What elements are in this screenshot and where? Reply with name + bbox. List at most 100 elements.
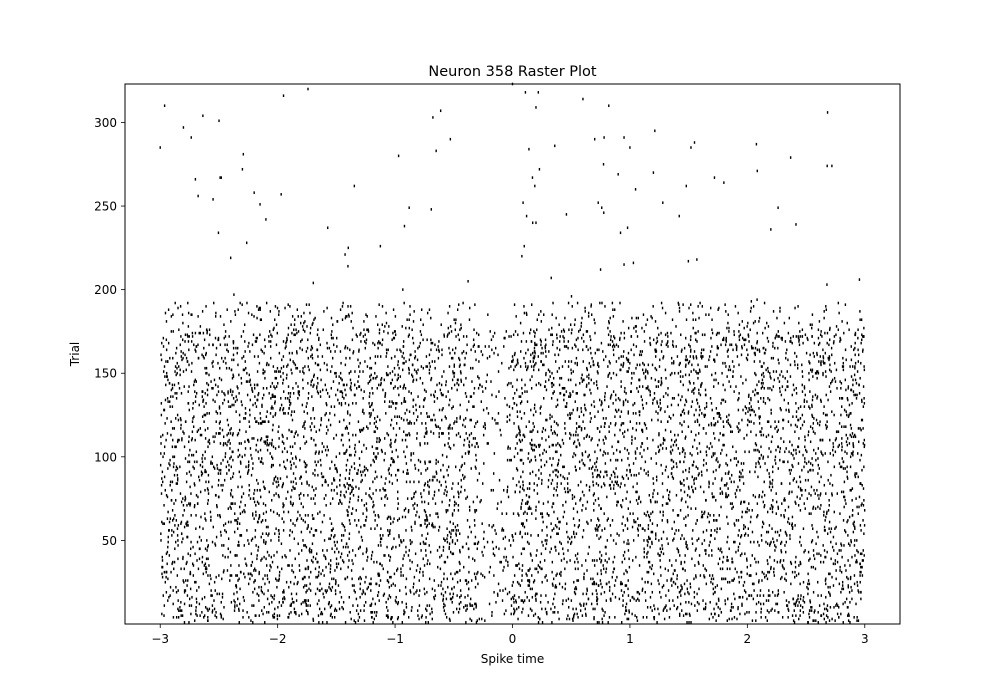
spike-marker <box>779 577 782 581</box>
spike-marker <box>791 570 794 574</box>
spike-marker <box>403 612 405 616</box>
spike-marker <box>715 468 717 472</box>
spike-marker <box>823 607 826 611</box>
spike-marker <box>640 467 642 470</box>
spike-marker <box>535 473 537 477</box>
spike-marker <box>424 462 426 465</box>
spike-marker <box>304 600 306 604</box>
spike-marker <box>762 500 765 504</box>
spike-marker <box>698 472 700 475</box>
spike-marker <box>701 542 703 546</box>
spike-marker <box>326 549 328 552</box>
spike-marker <box>590 467 593 470</box>
spike-marker <box>808 609 811 612</box>
spike-marker <box>181 438 183 442</box>
spike-marker <box>443 572 445 576</box>
spike-marker <box>671 475 674 479</box>
spike-marker <box>444 590 447 594</box>
spike-marker <box>397 502 400 505</box>
spike-marker <box>734 524 736 527</box>
spike-marker <box>600 560 602 564</box>
spike-marker <box>282 529 285 532</box>
spike-marker <box>335 455 337 459</box>
spike-marker <box>468 570 470 574</box>
spike-marker <box>840 490 843 494</box>
spike-marker <box>226 418 229 422</box>
spike-marker <box>440 584 442 587</box>
spike-marker <box>609 483 611 487</box>
spike-marker <box>675 529 677 532</box>
spike-marker <box>544 428 547 432</box>
spike-marker <box>722 420 724 424</box>
spike-marker <box>759 465 762 469</box>
spike-marker <box>856 619 858 622</box>
spike-marker <box>551 478 554 482</box>
spike-marker <box>211 609 214 612</box>
spike-marker <box>596 475 598 479</box>
spike-marker <box>788 468 791 472</box>
spike-marker <box>165 590 168 594</box>
spike-marker <box>177 539 179 542</box>
spike-marker <box>499 428 501 432</box>
spike-marker <box>343 483 345 487</box>
spike-marker <box>705 453 708 457</box>
spike-marker <box>435 512 437 515</box>
spike-marker <box>444 539 446 542</box>
spike-marker <box>779 529 782 532</box>
spike-marker <box>757 460 760 464</box>
spike-marker <box>478 617 481 621</box>
spike-marker <box>417 458 420 462</box>
spike-marker <box>838 549 840 552</box>
spike-marker <box>513 402 515 405</box>
spike-marker <box>321 483 324 487</box>
spike-marker <box>624 609 627 612</box>
spike-marker <box>429 514 431 517</box>
spike-marker <box>336 547 338 551</box>
spike-marker <box>329 537 332 541</box>
spike-marker <box>395 545 397 549</box>
spike-marker <box>215 432 217 435</box>
spike-marker <box>652 492 654 495</box>
spike-marker <box>345 542 348 546</box>
spike-marker <box>244 407 247 410</box>
spike-marker <box>290 452 292 455</box>
spike-marker <box>299 477 301 480</box>
spike-marker <box>370 557 373 561</box>
spike-marker <box>362 552 364 556</box>
spike-marker <box>477 570 479 574</box>
spike-marker <box>268 443 270 447</box>
spike-marker <box>524 590 526 594</box>
spike-marker <box>365 547 368 551</box>
spike-marker <box>651 564 654 567</box>
spike-marker <box>170 420 172 424</box>
spike-marker <box>258 515 261 519</box>
spike-marker <box>670 452 672 455</box>
spike-marker <box>590 577 592 581</box>
spike-marker <box>527 452 530 455</box>
spike-marker <box>350 453 352 457</box>
spike-marker <box>848 413 850 417</box>
spike-marker <box>451 552 453 556</box>
spike-marker <box>854 433 856 437</box>
spike-marker <box>413 582 415 586</box>
spike-marker <box>472 557 474 561</box>
spike-marker <box>703 415 706 418</box>
spike-marker <box>761 539 763 542</box>
spike-marker <box>266 442 269 445</box>
spike-marker <box>516 452 519 455</box>
spike-marker <box>635 520 637 524</box>
spike-marker <box>592 480 594 484</box>
spike-marker <box>198 602 201 606</box>
spike-marker <box>173 462 175 465</box>
spike-marker <box>859 580 861 584</box>
spike-marker <box>294 557 296 561</box>
spike-marker <box>266 597 269 601</box>
spike-marker <box>395 433 398 437</box>
spike-marker <box>621 475 624 479</box>
spike-marker <box>750 420 752 424</box>
spike-marker <box>535 509 537 512</box>
spike-marker <box>563 477 566 480</box>
spike-marker <box>179 605 181 609</box>
spike-marker <box>210 515 212 519</box>
spike-marker <box>267 435 269 439</box>
